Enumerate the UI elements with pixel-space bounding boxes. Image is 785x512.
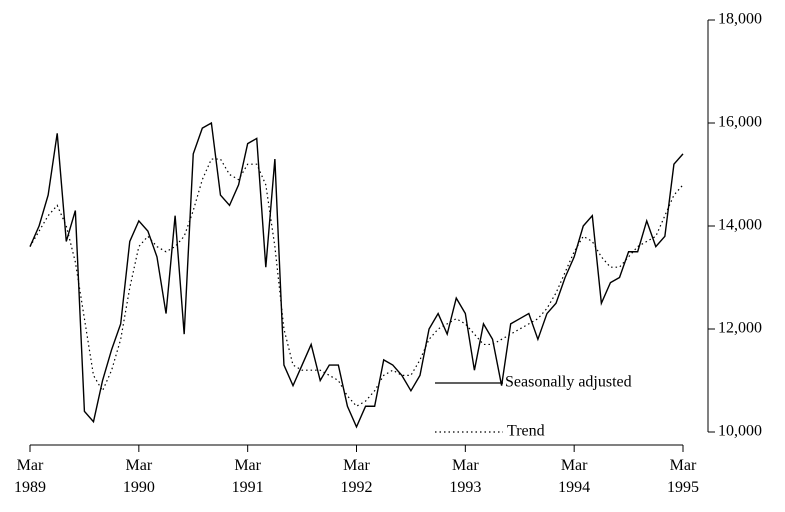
x-tick-label: Mar 1990: [122, 457, 155, 496]
x-tick-label: Mar 1992: [340, 457, 373, 496]
y-tick-label: 10,000: [718, 423, 762, 440]
x-tick-label: Mar 1994: [558, 457, 591, 496]
x-tick-label: Mar 1993: [449, 457, 482, 496]
legend-label: Seasonally adjusted: [505, 374, 632, 391]
x-tick-label: Mar 1995: [667, 457, 699, 496]
x-tick-label: Mar 1991: [231, 457, 264, 496]
y-tick-label: 18,000: [718, 11, 762, 28]
x-tick-label: Mar 1989: [14, 457, 46, 496]
y-tick-label: 14,000: [718, 217, 762, 234]
series-line: [29, 158, 684, 408]
legend-label: Trend: [507, 423, 545, 440]
y-tick-label: 16,000: [718, 114, 762, 131]
series-line: [29, 121, 684, 429]
y-tick-label: 12,000: [718, 320, 762, 337]
